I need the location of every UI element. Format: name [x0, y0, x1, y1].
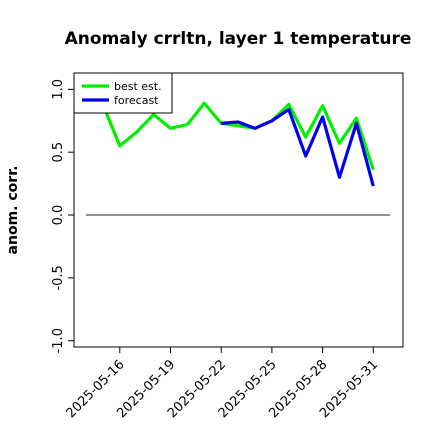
- legend-label: best est.: [114, 80, 162, 93]
- legend-box: [73, 72, 173, 114]
- legend-label: forecast: [114, 94, 159, 107]
- plot-frame: [73, 72, 404, 348]
- y-tick-label: 1.0: [51, 79, 66, 100]
- chart-marks: -1.0-0.50.00.51.02025-05-162025-05-19202…: [51, 72, 390, 421]
- y-axis-label: anom. corr.: [5, 166, 21, 255]
- y-tick-label: 0.0: [51, 205, 66, 226]
- chart-title: Anomaly crrltn, layer 1 temperature: [65, 29, 412, 49]
- y-tick-label: 0.5: [51, 142, 66, 163]
- series-line-forecast: [221, 107, 375, 187]
- y-tick-label: -0.5: [51, 265, 66, 290]
- y-tick-label: -1.0: [51, 328, 66, 353]
- series-line-best-est: [101, 101, 375, 171]
